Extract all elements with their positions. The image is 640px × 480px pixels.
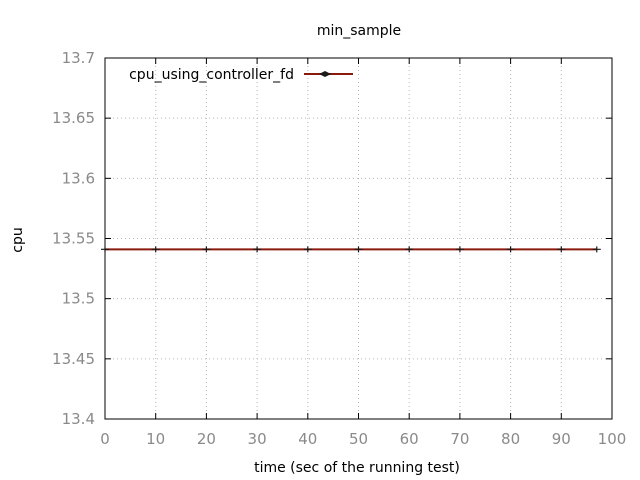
data-point	[202, 246, 211, 253]
data-point	[253, 246, 262, 253]
x-tick-label: 40	[298, 430, 317, 448]
y-tick-label: 13.65	[52, 109, 95, 127]
x-tick-label: 60	[400, 430, 419, 448]
data-point	[592, 246, 601, 253]
data-point	[354, 246, 363, 253]
x-tick-label: 100	[598, 430, 627, 448]
x-tick-label: 10	[146, 430, 165, 448]
x-tick-label: 90	[552, 430, 571, 448]
y-axis: 13.4 13.45 13.5 13.55 13.6 13.65 13.7	[52, 49, 612, 428]
x-tick-label: 30	[248, 430, 267, 448]
x-axis-title: time (sec of the running test)	[254, 460, 460, 476]
x-tick-label: 0	[100, 430, 110, 448]
y-tick-label: 13.45	[52, 350, 95, 368]
chart-title: min_sample	[317, 23, 401, 39]
data-point	[151, 246, 160, 253]
legend-marker	[319, 71, 331, 77]
x-axis: 0 10 20 30 40 50 60 70 80 90 100	[100, 58, 626, 448]
x-tick-label: 70	[450, 430, 469, 448]
data-point	[303, 246, 312, 253]
grid-lines	[105, 58, 612, 419]
y-tick-label: 13.5	[62, 290, 95, 308]
data-point	[405, 246, 414, 253]
data-point	[455, 246, 464, 253]
y-tick-label: 13.55	[52, 230, 95, 248]
y-tick-label: 13.4	[62, 410, 95, 428]
data-point	[101, 246, 109, 253]
data-point	[506, 246, 515, 253]
y-tick-label: 13.6	[62, 169, 95, 187]
y-axis-title: cpu	[10, 227, 26, 252]
legend-label: cpu_using_controller_fd	[129, 67, 294, 83]
legend: cpu_using_controller_fd	[129, 67, 353, 83]
x-tick-label: 50	[349, 430, 368, 448]
y-tick-label: 13.7	[62, 49, 95, 67]
x-tick-label: 80	[501, 430, 520, 448]
series-layer	[101, 246, 601, 253]
data-point	[557, 246, 566, 253]
x-tick-label: 20	[197, 430, 216, 448]
